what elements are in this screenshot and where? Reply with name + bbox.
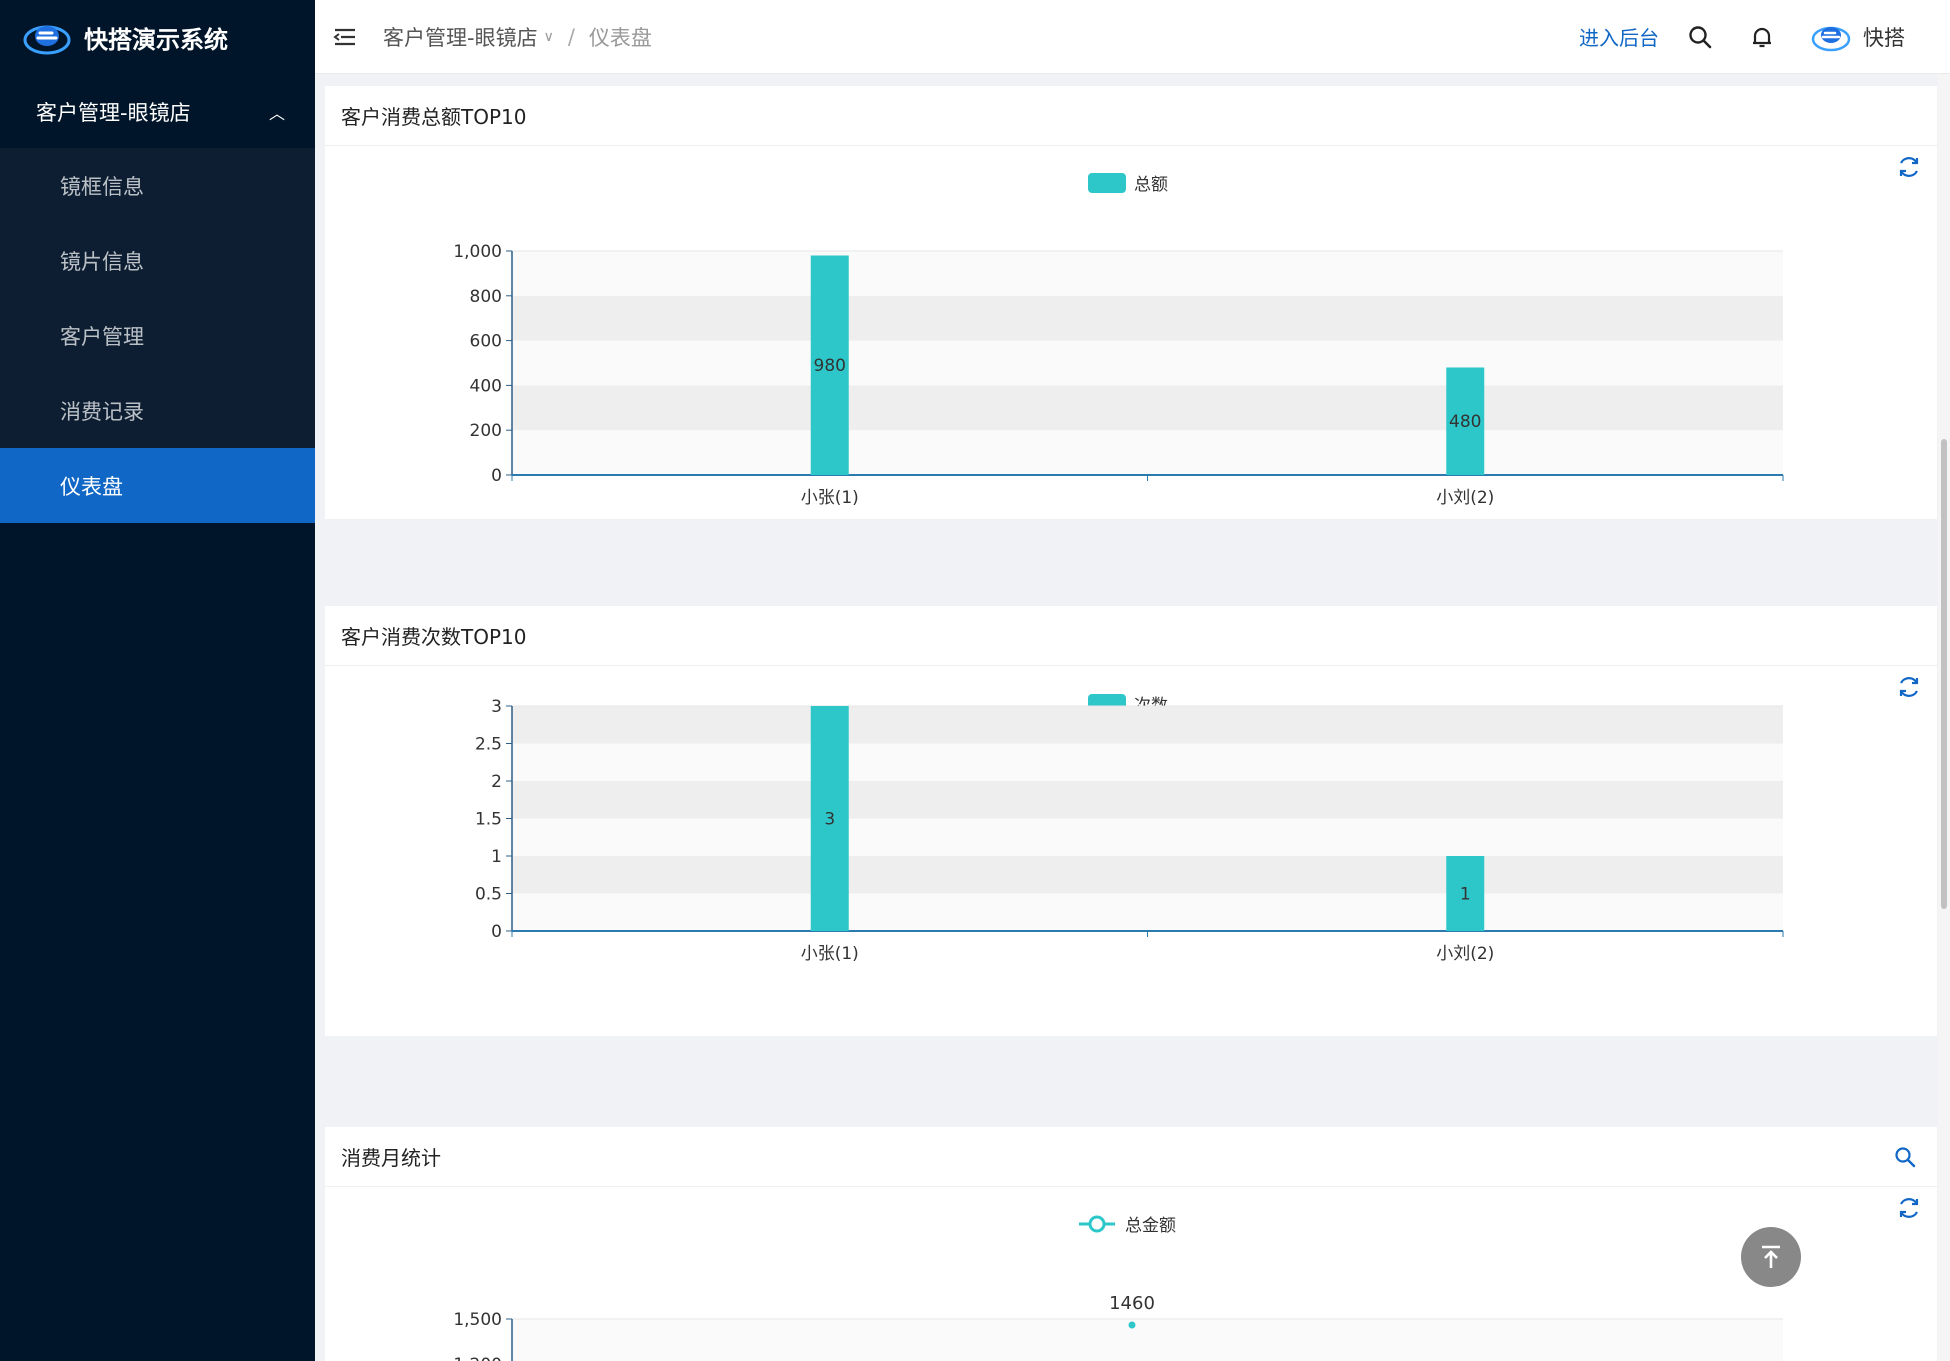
y-tick-label: 1,500: [453, 1310, 502, 1330]
y-tick-label: 200: [470, 421, 502, 441]
backend-link[interactable]: 进入后台: [1579, 26, 1659, 50]
grid-band: [512, 1319, 1783, 1361]
y-tick-label: 1,000: [453, 242, 502, 262]
legend-swatch: [1088, 172, 1126, 193]
bar: [1446, 367, 1485, 475]
app-title: 快搭演示系统: [84, 26, 228, 54]
avatar[interactable]: [1811, 21, 1851, 53]
card-monthly-stats: 消费月统计 总金额 1,200 1,500 1460: [325, 1127, 1937, 1361]
card-title-text: 客户消费总额TOP10: [341, 105, 527, 129]
card-title-text: 消费月统计: [341, 1146, 441, 1170]
refresh-icon[interactable]: [1896, 154, 1922, 180]
refresh-icon[interactable]: [1896, 1195, 1922, 1221]
y-tick-label: 2.5: [475, 735, 502, 755]
top-header: 客户管理-眼镜店 ∨ / 仪表盘 进入后台 快搭: [315, 0, 1950, 74]
card-title-text: 客户消费次数TOP10: [341, 625, 527, 649]
y-tick-label: 600: [470, 332, 502, 352]
y-tick-label: 1: [491, 847, 502, 867]
x-tick-label: 小张(1): [801, 944, 859, 964]
grid-band: [512, 340, 1783, 386]
menu-fold-icon[interactable]: [333, 27, 357, 47]
grid-band: [512, 818, 1783, 856]
y-tick-label: 0.5: [475, 885, 502, 905]
cloud-logo-icon: [23, 25, 71, 54]
card-title: 消费月统计: [325, 1127, 1937, 1187]
grid-band: [512, 781, 1783, 819]
bar-data-label: 1: [1460, 885, 1471, 905]
legend-line-marker: [1079, 1215, 1115, 1232]
header-actions: 进入后台 快搭: [1579, 21, 1950, 53]
card-title: 客户消费次数TOP10: [325, 606, 1937, 666]
grid-band: [512, 893, 1783, 931]
sidebar-item-label: 消费记录: [60, 399, 144, 424]
sidebar: 快搭演示系统 客户管理-眼镜店 ︿ 镜框信息 镜片信息 客户管理 消费记录 仪表…: [0, 0, 315, 1361]
chevron-up-icon: ︿: [268, 103, 285, 123]
grid-band: [512, 706, 1783, 744]
grid-band: [512, 856, 1783, 894]
bar-data-label: 3: [824, 810, 835, 830]
point-data-label: 1460: [1109, 1293, 1155, 1314]
sidebar-item-label: 镜框信息: [60, 174, 144, 199]
y-tick-label: 800: [470, 287, 502, 307]
line-point: [1128, 1321, 1136, 1329]
bar: [1446, 856, 1485, 931]
y-tick-label: 0: [491, 466, 502, 486]
y-tick-label: 2: [491, 772, 502, 792]
y-tick-label: 1,200: [453, 1355, 502, 1361]
bar: [810, 255, 849, 475]
back-to-top-button[interactable]: [1741, 1227, 1801, 1287]
x-tick-label: 小刘(2): [1436, 944, 1494, 964]
grid-band: [512, 430, 1783, 475]
y-tick-label: 400: [470, 376, 502, 396]
sidebar-item-frames[interactable]: 镜框信息: [0, 148, 315, 223]
bar-chart-total-amount: 0 200 400 600 800 1,000 980 小张(1) 480 小刘(2): [453, 242, 1784, 508]
breadcrumb-item-current: 仪表盘: [588, 25, 652, 50]
bar-chart-visit-count: 0 0.5 1 1.5 2 2.5 3 3 小张(1) 1 小刘(2): [475, 697, 1784, 964]
main-content: 客户消费总额TOP10 总额 0 200 400 600 800 1,000 980 小张(1…: [315, 74, 1950, 1361]
legend-label: 总额: [1134, 175, 1168, 195]
page-scrollbar[interactable]: [1938, 74, 1950, 1361]
sidebar-item-label: 仪表盘: [60, 474, 123, 499]
y-tick-label: 0: [491, 922, 502, 942]
line-chart-monthly: 1,200 1,500 1460: [453, 1293, 1783, 1361]
grid-band: [512, 743, 1783, 781]
sidebar-group-label: 客户管理-眼镜店: [36, 100, 191, 125]
sidebar-item-label: 镜片信息: [60, 249, 144, 274]
search-icon[interactable]: [1687, 24, 1713, 50]
sidebar-submenu: 镜框信息 镜片信息 客户管理 消费记录 仪表盘: [0, 148, 315, 523]
scrollbar-thumb[interactable]: [1941, 439, 1947, 909]
y-tick-label: 3: [491, 697, 502, 717]
bar: [810, 706, 849, 931]
app-logo[interactable]: 快搭演示系统: [0, 0, 315, 75]
card-total-amount: 客户消费总额TOP10 总额 0 200 400 600 800 1,000 980 小张(1…: [325, 86, 1937, 519]
breadcrumb-item-module[interactable]: 客户管理-眼镜店: [383, 25, 538, 50]
sidebar-item-label: 客户管理: [60, 324, 144, 349]
grid-band: [512, 251, 1783, 296]
bell-icon[interactable]: [1749, 24, 1775, 50]
bar-data-label: 480: [1449, 412, 1481, 432]
y-tick-label: 1.5: [475, 810, 502, 830]
x-tick-label: 小刘(2): [1436, 488, 1494, 508]
chevron-down-icon[interactable]: ∨: [543, 28, 554, 45]
breadcrumb: 客户管理-眼镜店 ∨ / 仪表盘: [383, 22, 652, 52]
breadcrumb-separator: /: [567, 24, 575, 49]
grid-band: [512, 385, 1783, 431]
chart-legend[interactable]: 总额: [1088, 170, 1168, 195]
arrow-up-icon: [1762, 1245, 1780, 1268]
sidebar-item-lenses[interactable]: 镜片信息: [0, 223, 315, 298]
card-title: 客户消费总额TOP10: [325, 86, 1937, 146]
user-name[interactable]: 快搭: [1863, 25, 1905, 50]
sidebar-item-dashboard[interactable]: 仪表盘: [0, 448, 315, 523]
x-tick-label: 小张(1): [801, 488, 859, 508]
legend-label: 总金额: [1125, 1216, 1176, 1236]
bar-data-label: 980: [814, 356, 846, 376]
chart-legend[interactable]: 总金额: [1077, 1211, 1176, 1236]
sidebar-group-customer[interactable]: 客户管理-眼镜店 ︿: [0, 75, 315, 148]
sidebar-item-customers[interactable]: 客户管理: [0, 298, 315, 373]
refresh-icon[interactable]: [1896, 674, 1922, 700]
sidebar-item-records[interactable]: 消费记录: [0, 373, 315, 448]
search-icon[interactable]: [1893, 1145, 1917, 1169]
grid-band: [512, 295, 1783, 341]
